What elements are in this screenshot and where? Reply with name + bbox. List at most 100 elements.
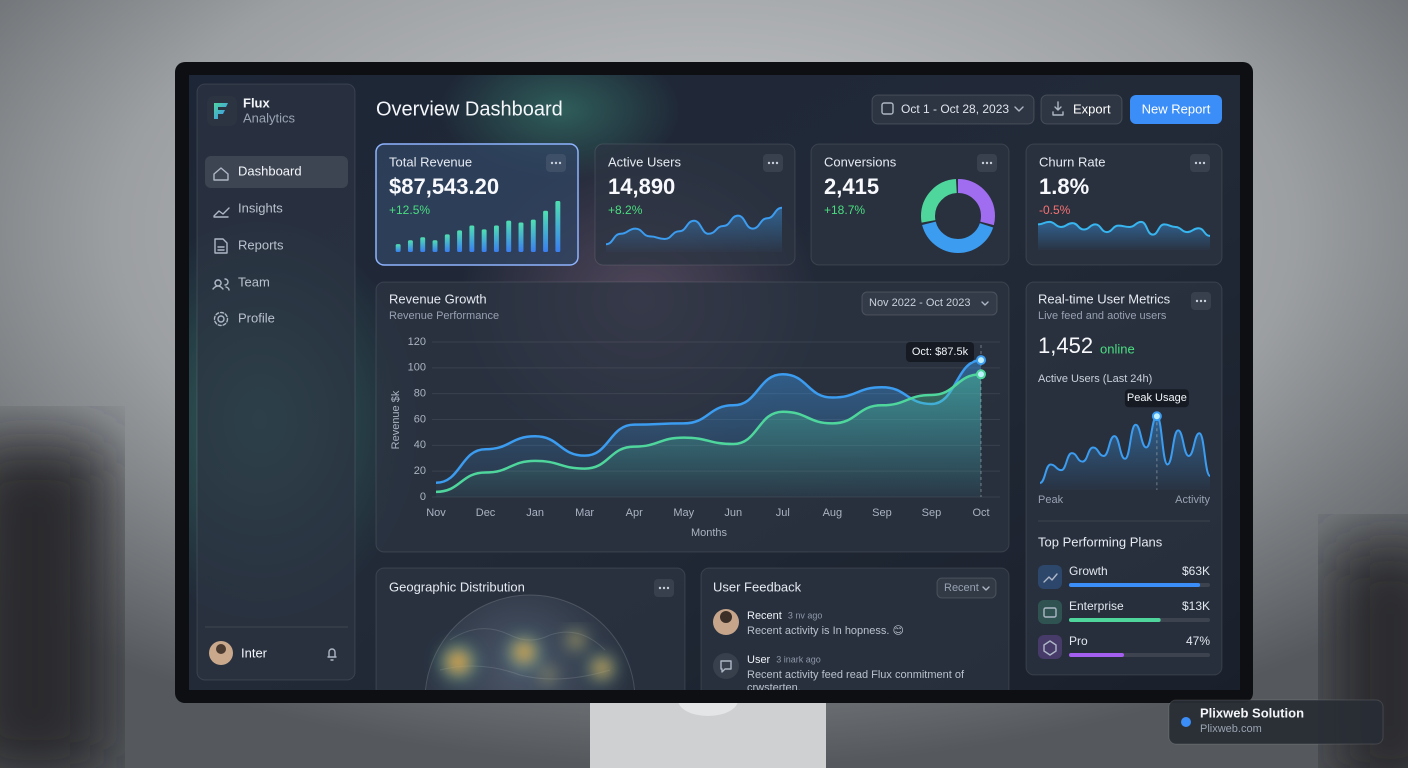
x-tick-label: Apr	[626, 507, 643, 519]
spark-bar	[395, 244, 401, 252]
card-title: Geographic Distribution	[389, 579, 525, 594]
more-dot	[1203, 299, 1207, 303]
icon-insights	[213, 207, 230, 218]
nav-item[interactable]: Team	[238, 274, 270, 289]
kpi-label: Conversions	[824, 154, 897, 169]
watermark-box	[1168, 699, 1384, 745]
kpi-change: +12.5%	[389, 203, 430, 217]
card-title: User Feedback	[713, 579, 802, 594]
more-dot	[662, 586, 666, 590]
y-tick-label: 100	[408, 362, 426, 374]
page-title: Overview Dashboard	[376, 98, 563, 120]
filter-label[interactable]: Recent	[944, 582, 979, 594]
plan-icon	[1038, 635, 1062, 659]
donut-segment	[921, 179, 995, 253]
kpi-change: +18.7%	[824, 203, 865, 217]
heatmap	[438, 628, 617, 685]
spark-bar	[469, 225, 475, 252]
plan-bar	[1069, 618, 1161, 622]
plan-name: Enterprise	[1069, 599, 1124, 613]
nav-item[interactable]: Dashboard	[238, 163, 302, 178]
more-dot	[658, 586, 662, 590]
export-button[interactable]	[1040, 94, 1123, 125]
new-report-button[interactable]	[1130, 95, 1222, 124]
logo	[214, 103, 228, 119]
feedback-filter[interactable]	[936, 577, 997, 599]
more-dot	[1194, 161, 1198, 165]
export-label[interactable]: Export	[1073, 101, 1111, 116]
plan-bar	[1069, 583, 1201, 587]
plan-value: $13K	[1182, 599, 1210, 613]
icon-profile	[217, 315, 225, 323]
bell-icon[interactable]	[327, 648, 337, 661]
plan-icon-glyph	[1043, 640, 1057, 656]
spark-bar	[530, 219, 536, 252]
chart-title: Active Users (Last 24h)	[1038, 373, 1152, 385]
donut-segment	[921, 179, 995, 253]
feedback-icon-bg	[713, 653, 739, 679]
watermark-dot	[1181, 717, 1191, 727]
kpi-label: Active Users	[608, 154, 681, 169]
spark-line	[1037, 220, 1211, 237]
kpi-change: -0.5%	[1039, 203, 1071, 217]
feedback-text: Recent activity is In hopness. 😊	[747, 625, 904, 637]
y-tick-label: 60	[414, 413, 426, 425]
y-tick-label: 80	[414, 388, 426, 400]
more-dot	[558, 161, 562, 165]
more-dot	[1199, 299, 1203, 303]
watermark-name: Plixweb Solution	[1200, 705, 1304, 720]
plan-icon-glyph	[1043, 607, 1057, 618]
date-range-button[interactable]	[871, 94, 1035, 125]
hover-point	[976, 369, 986, 380]
kpi-card[interactable]	[375, 143, 579, 266]
spark-bar	[506, 220, 512, 252]
brand-subtitle: Analytics	[243, 110, 296, 125]
plan-value: $63K	[1182, 564, 1210, 578]
icon-home	[213, 167, 229, 181]
new-report-label[interactable]: New Report	[1142, 101, 1211, 116]
date-range-label[interactable]: Oct 1 - Oct 28, 2023	[901, 102, 1009, 116]
plan-icon	[1038, 600, 1062, 624]
x-tick-label: Aug	[823, 507, 843, 519]
plan-bar	[1069, 653, 1124, 657]
feedback-time: 3 inark ago	[776, 654, 821, 664]
y-tick-label: 40	[414, 439, 426, 451]
more-dot	[554, 161, 558, 165]
kpi-label: Churn Rate	[1039, 154, 1105, 169]
nav-active-bg[interactable]	[205, 156, 348, 188]
range-selector[interactable]	[861, 291, 998, 316]
icon-reports	[214, 238, 228, 254]
spark-area	[606, 207, 782, 252]
kpi-value: 14,890	[608, 174, 675, 199]
x-tick-label: Nov	[426, 507, 446, 519]
x-tick-label: May	[673, 507, 694, 519]
spark-bar	[420, 237, 426, 252]
more-dot	[767, 161, 771, 165]
kpi-card[interactable]	[810, 143, 1010, 266]
calendar-icon	[881, 102, 894, 115]
plan-icon-glyph	[1043, 573, 1058, 583]
x-tick-label: Mar	[575, 507, 594, 519]
watermark-url: Plixweb.com	[1200, 723, 1262, 735]
more-dot	[1202, 161, 1206, 165]
nav-item[interactable]: Insights	[238, 200, 283, 215]
chart-subtitle: Revenue Performance	[389, 310, 499, 322]
spark-bar	[555, 200, 561, 252]
spark-bar	[432, 240, 438, 252]
y-tick-label: 0	[420, 491, 426, 503]
range-selector-label[interactable]: Nov 2022 - Oct 2023	[869, 297, 971, 309]
series-line	[435, 373, 982, 494]
comment-icon	[720, 660, 732, 673]
donut-segment	[921, 179, 995, 253]
plan-name: Pro	[1069, 634, 1088, 648]
brand-name: Flux	[243, 95, 270, 110]
user-avatar-hair	[216, 644, 226, 654]
online-count: 1,452	[1038, 333, 1093, 358]
more-dot	[1198, 161, 1202, 165]
nav-item[interactable]: Reports	[238, 237, 284, 252]
nav-item[interactable]: Profile	[238, 310, 275, 325]
spark-line	[1039, 415, 1211, 484]
chevron	[981, 301, 989, 306]
spark-bar	[407, 240, 413, 252]
